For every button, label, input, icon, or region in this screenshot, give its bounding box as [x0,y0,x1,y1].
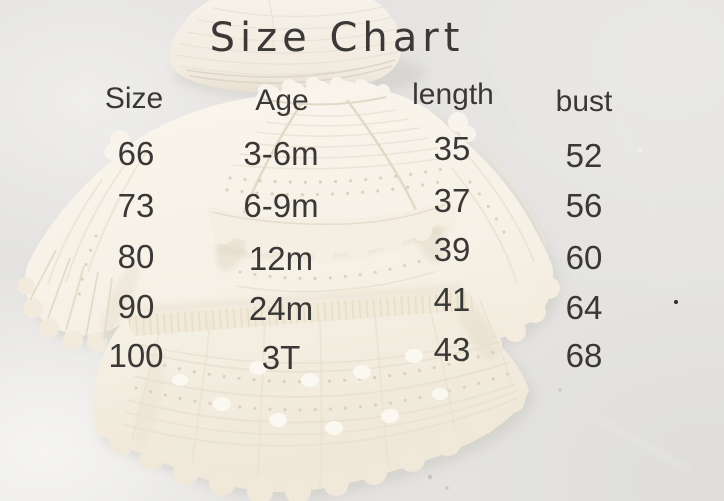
column-header-size: Size [104,82,164,115]
bust-value: 68 [565,337,603,374]
length-value: 41 [433,281,471,318]
length-value: 39 [433,231,471,268]
bust-value: 60 [565,239,603,276]
age-value: 24m [248,290,314,327]
age-value: 6-9m [243,187,319,224]
length-value: 43 [433,331,471,368]
bust-value: 64 [565,289,603,326]
size-value: 100 [108,337,164,374]
length-value: 37 [433,182,471,219]
size-value: 90 [117,288,155,325]
sleeve-texture [47,146,547,285]
chart-title: Size Chart [209,15,465,61]
age-value: 12m [248,240,314,277]
cuff-ribs [29,249,113,341]
column-header-length: length [412,78,494,111]
bobble-stitches [172,349,448,435]
age-value: 3T [261,339,301,376]
gather-folds [131,299,513,489]
yoke-texture [232,109,446,170]
size-value: 80 [117,238,155,275]
scallop-edges [17,77,560,501]
knit-dress-photo [17,77,560,501]
eyelet-rows [76,166,512,412]
size-value: 73 [117,187,155,224]
bust-value: 52 [565,137,603,174]
age-value: 3-6m [243,135,319,172]
column-header-age: Age [255,84,309,117]
chest-flounce [206,198,456,264]
size-value: 66 [117,135,155,172]
column-header-bust: bust [555,85,613,118]
bust-value: 56 [565,187,603,224]
waistband [128,292,474,336]
length-value: 35 [433,130,471,167]
